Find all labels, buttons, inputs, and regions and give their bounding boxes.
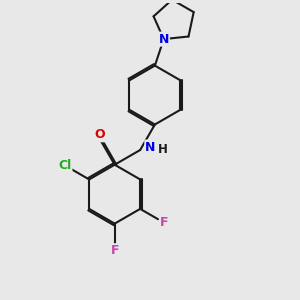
Text: H: H <box>158 143 168 157</box>
Text: F: F <box>110 244 119 257</box>
Text: Cl: Cl <box>58 159 71 172</box>
Text: N: N <box>145 141 156 154</box>
Text: O: O <box>94 128 105 141</box>
Text: F: F <box>160 216 169 229</box>
Text: N: N <box>158 33 169 46</box>
